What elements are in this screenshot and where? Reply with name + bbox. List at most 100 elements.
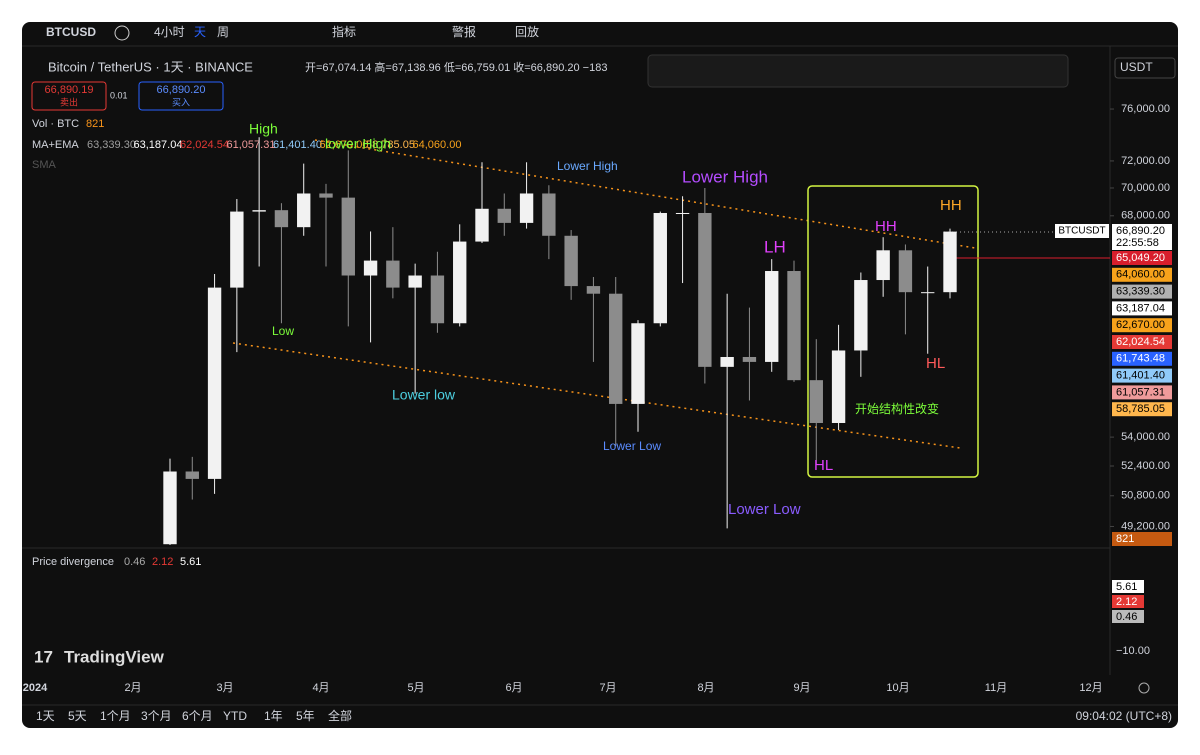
x-tick-label: 8月 <box>697 682 714 694</box>
candle-body <box>185 471 199 479</box>
buy-label[interactable]: 买入 <box>172 97 190 107</box>
x-tick-label: 7月 <box>599 682 616 694</box>
x-tick-label: 3月 <box>216 682 233 694</box>
candle-body <box>274 210 289 228</box>
candle-body <box>564 235 578 287</box>
vol-label: Vol · BTC <box>32 118 79 130</box>
currency[interactable]: USDT <box>1120 60 1153 74</box>
annotation: HL <box>926 355 945 372</box>
candle-body <box>386 260 400 288</box>
candle-body <box>765 271 779 362</box>
y-tick-label: 68,000.00 <box>1121 210 1170 222</box>
y-tick-label: 49,200.00 <box>1121 520 1170 532</box>
sell-price[interactable]: 66,890.19 <box>45 84 94 96</box>
annotation: HH <box>875 218 897 235</box>
add-button[interactable] <box>114 25 130 41</box>
range-button[interactable]: 5天 <box>68 709 87 723</box>
candle-body <box>297 193 311 228</box>
panel <box>22 22 1178 728</box>
candle-body <box>497 208 511 223</box>
annotation: Lower High <box>557 159 618 173</box>
y-tick-label: 72,000.00 <box>1121 155 1170 167</box>
buy-box[interactable] <box>138 81 224 111</box>
drawings <box>232 139 1110 478</box>
annotation: HL <box>814 457 833 474</box>
tag-box <box>1112 351 1172 366</box>
buy-price[interactable]: 66,890.20 <box>157 84 206 96</box>
clock: 09:04:02 (UTC+8) <box>1076 709 1172 723</box>
tag-label: 821 <box>1116 533 1134 545</box>
legend-ohlc: 开=67,074.14 高=67,138.96 低=66,759.01 收=66… <box>305 60 607 74</box>
toolbar-item[interactable]: 指标 <box>332 24 356 39</box>
settings[interactable] <box>1138 682 1150 694</box>
interval[interactable]: 周 <box>217 25 229 39</box>
range-button[interactable]: 6个月 <box>182 709 213 723</box>
range-button[interactable]: 全部 <box>328 708 352 723</box>
annotation: lower High <box>325 136 391 152</box>
candle-body <box>252 210 266 212</box>
candle-body <box>408 275 422 288</box>
symbol[interactable]: BTCUSD <box>46 25 96 39</box>
tag-box <box>1112 335 1172 349</box>
x-tick-label: 10月 <box>886 682 909 694</box>
brand: TradingView <box>64 647 165 666</box>
tag-label: 63,187.04 <box>1116 302 1165 314</box>
interval[interactable]: 4小时 <box>154 25 185 39</box>
candle-body <box>453 241 467 324</box>
sma-label: SMA <box>32 159 57 171</box>
structure-box <box>807 185 979 478</box>
range-button[interactable]: 1天 <box>36 709 55 723</box>
tag-box <box>1112 301 1172 316</box>
x-tick-label: 12月 <box>1079 682 1102 694</box>
range-button[interactable]: 5年 <box>296 709 315 723</box>
annotation: Lower Low <box>728 501 801 518</box>
tag-box <box>1112 267 1172 282</box>
indicator-value: 2.12 <box>152 556 173 568</box>
range-button[interactable]: 1年 <box>264 709 283 723</box>
annotation: High <box>249 121 278 137</box>
ma-value: 63,187.04 <box>134 139 183 151</box>
vol-value: 821 <box>86 118 104 130</box>
candle-body <box>163 471 177 545</box>
brand-logo: 17 <box>34 647 53 666</box>
candle-body <box>854 280 868 351</box>
tag-label: 61,743.48 <box>1116 353 1165 365</box>
tag-label: BTCUSDT <box>1058 226 1105 237</box>
tag-label: 62,024.54 <box>1116 336 1165 348</box>
candle-body <box>720 356 734 367</box>
y-tick-label: 50,800.00 <box>1121 490 1170 502</box>
interval[interactable]: 天 <box>194 25 206 39</box>
x-tick-label: 2月 <box>124 682 141 694</box>
tag-label: 65,049.20 <box>1116 252 1165 264</box>
ma-value: 61,401.40 <box>273 139 322 151</box>
candle-body <box>876 250 890 281</box>
candle-body <box>809 380 823 423</box>
tag-box <box>1112 284 1172 299</box>
tag-box <box>1112 368 1172 383</box>
currency-box[interactable] <box>1114 57 1176 79</box>
channel-bottom <box>232 342 961 449</box>
candle-body <box>631 323 645 404</box>
tag-box <box>1112 224 1172 238</box>
sell-label[interactable]: 卖出 <box>60 96 78 107</box>
x-tick-label: 5月 <box>407 682 424 694</box>
annotation: LH <box>764 237 786 256</box>
tag-box <box>1112 318 1172 333</box>
range-button[interactable]: YTD <box>223 709 247 723</box>
toolbar-item[interactable]: 回放 <box>515 24 539 39</box>
annotation: Low <box>272 324 294 338</box>
range-button[interactable]: 3个月 <box>141 709 172 723</box>
candle-body <box>586 286 601 294</box>
toolbar-item[interactable]: 警报 <box>452 24 476 39</box>
tag-box <box>1112 251 1172 265</box>
candles <box>163 137 957 545</box>
spread: 0.01 <box>110 90 128 100</box>
y-tick-label: 54,000.00 <box>1121 431 1170 443</box>
candle-body <box>475 208 489 242</box>
tag-label: 64,060.00 <box>1116 269 1165 281</box>
ma-value: 61,057.31 <box>227 139 276 151</box>
range-button[interactable]: 1个月 <box>100 709 131 723</box>
legend-title: Bitcoin / TetherUS · 1天 · BINANCE <box>48 59 253 74</box>
candle-body <box>831 350 846 423</box>
sell-box[interactable] <box>31 81 107 111</box>
